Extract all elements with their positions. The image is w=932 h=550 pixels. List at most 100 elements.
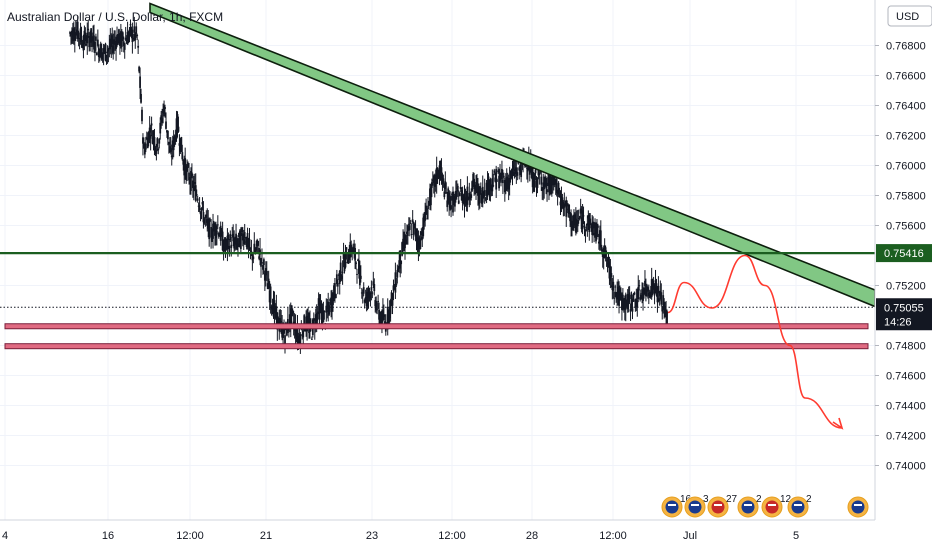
candle-body	[448, 192, 451, 206]
candle-body	[307, 319, 309, 322]
candle-body	[132, 37, 135, 40]
price-axis[interactable]	[875, 0, 932, 550]
candle-body	[302, 330, 305, 338]
candle-body	[431, 179, 434, 181]
candle-body	[83, 30, 86, 45]
candle-body	[361, 292, 364, 294]
candle-body	[554, 183, 557, 185]
event-flag-stripe	[714, 504, 722, 506]
candle-body	[236, 240, 238, 249]
candle-body	[294, 323, 297, 337]
time-tick-label: 4	[2, 530, 8, 542]
currency-button[interactable]	[887, 5, 932, 27]
candle-body	[515, 167, 518, 175]
candle-body	[296, 326, 299, 342]
candle-body	[98, 51, 101, 58]
candle-body	[82, 42, 85, 51]
candle-body	[237, 243, 239, 246]
candle-body	[462, 198, 465, 200]
event-flag-icon	[851, 500, 865, 514]
candle-body	[78, 38, 81, 40]
candle-body	[149, 134, 152, 139]
candle-body	[332, 295, 334, 305]
candle-body	[559, 201, 562, 206]
candle-body	[493, 170, 496, 173]
candle-body	[389, 300, 392, 315]
candle-body	[661, 306, 664, 312]
candle-body	[145, 137, 148, 140]
candle-body	[322, 310, 325, 323]
candle-body	[472, 173, 475, 184]
candle-body	[186, 166, 189, 172]
candle-body	[336, 282, 339, 287]
candle-body	[442, 178, 445, 184]
candle-body	[260, 259, 262, 267]
candle-body	[634, 299, 637, 308]
candle-body	[189, 180, 191, 184]
candle-body	[570, 213, 572, 226]
candle-body	[194, 185, 197, 201]
candle-body	[74, 32, 77, 39]
candle-body	[418, 237, 421, 250]
candle-body	[233, 240, 236, 249]
price-tick-label: 0.75800	[886, 191, 926, 203]
candle-body	[93, 35, 95, 50]
candle-body	[543, 182, 546, 190]
projection-curve[interactable]	[667, 254, 843, 429]
candle-body	[187, 164, 189, 166]
candle-body	[97, 47, 100, 58]
time-tick-label: 12:00	[176, 530, 204, 542]
candle-body	[159, 122, 162, 134]
candle-body	[146, 137, 149, 149]
support-zone[interactable]	[4, 343, 869, 350]
event-flag-stripe	[744, 504, 752, 506]
candle-body	[411, 219, 414, 223]
candle-body	[414, 227, 417, 237]
candle-body	[227, 234, 230, 240]
candle-body	[482, 192, 485, 197]
candle-body	[598, 230, 601, 243]
candle-body	[328, 305, 331, 315]
candle-body	[430, 182, 433, 188]
candle-body	[664, 306, 667, 317]
time-axis[interactable]	[0, 520, 875, 550]
candle-body	[605, 260, 608, 262]
candle-body	[573, 214, 576, 223]
candle-body	[488, 186, 491, 196]
candle-body	[637, 286, 640, 300]
candle-body	[396, 269, 399, 278]
price-tick-label: 0.74800	[886, 341, 926, 353]
candle-body	[143, 148, 146, 155]
candle-body	[643, 290, 645, 296]
candle-body	[160, 115, 163, 120]
candle-body	[232, 233, 235, 242]
candle-body	[75, 29, 78, 33]
candle-body	[120, 33, 123, 47]
countdown-label: 14:26	[884, 316, 912, 328]
candle-body	[378, 309, 380, 320]
candle-body	[104, 43, 107, 61]
candle-body	[320, 309, 323, 314]
candle-body	[342, 253, 345, 259]
candle-body	[108, 45, 111, 50]
candle-body	[124, 37, 127, 40]
support-zone[interactable]	[4, 323, 869, 330]
candle-body	[646, 287, 649, 292]
candle-body	[373, 284, 376, 292]
candle-body	[167, 130, 169, 140]
candle-body	[485, 182, 488, 196]
candle-body	[223, 239, 226, 250]
price-tick-label: 0.75200	[886, 281, 926, 293]
candle-body	[494, 177, 497, 182]
event-count: 16	[680, 494, 692, 505]
candle-body	[480, 193, 483, 204]
candle-body	[216, 224, 219, 226]
candle-body	[119, 31, 122, 44]
candle-body	[208, 218, 211, 240]
candle-body	[415, 229, 418, 241]
candle-body	[265, 270, 268, 272]
candle-body	[201, 202, 204, 205]
price-tick-label: 0.74000	[886, 461, 926, 473]
candle-body	[103, 47, 106, 50]
